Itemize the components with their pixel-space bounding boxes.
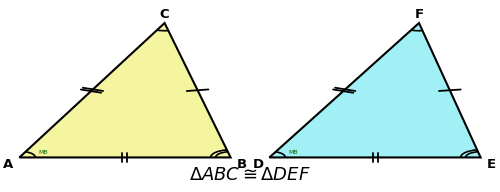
Text: MB: MB: [38, 150, 48, 155]
Text: C: C: [160, 8, 170, 21]
Text: D: D: [252, 158, 264, 171]
Text: MB: MB: [288, 150, 298, 155]
Text: B: B: [236, 158, 246, 171]
Polygon shape: [270, 23, 480, 157]
Text: F: F: [414, 8, 424, 21]
Polygon shape: [20, 23, 231, 157]
Text: $\Delta ABC \cong \Delta DEF$: $\Delta ABC \cong \Delta DEF$: [189, 166, 311, 184]
Text: E: E: [486, 158, 496, 171]
Text: A: A: [3, 158, 13, 171]
